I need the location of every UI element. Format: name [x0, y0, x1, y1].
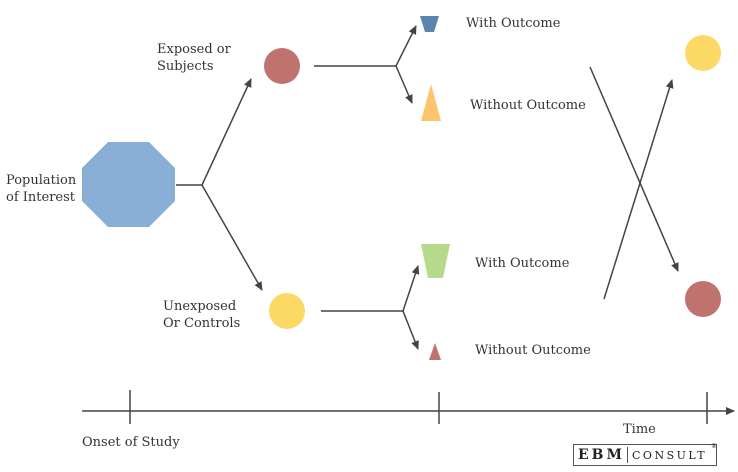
cross-arrow-up [603, 79, 674, 300]
exposed-with-outcome-shape [420, 16, 439, 32]
exposed-without-outcome-label: Without Outcome [470, 98, 586, 113]
logo-divider [627, 447, 629, 463]
ebm-consult-logo: EBM CONSULT ® [573, 443, 717, 466]
exposed-circle [264, 48, 300, 84]
arrow-unexposed-with-outcome [402, 265, 420, 312]
unexposed-label-line1: Unexposed [163, 299, 236, 314]
unexposed-without-outcome-label: Without Outcome [475, 343, 591, 358]
population-label-line2: of Interest [6, 190, 76, 205]
arrow-exposed-with-outcome [395, 25, 417, 67]
arrow-to-unexposed [201, 184, 263, 291]
population-label-line1: Population [6, 173, 77, 188]
time-label: Time [623, 422, 656, 437]
cross-arrow-down [589, 66, 679, 272]
logo-registered-mark: ® [711, 443, 717, 450]
exposed-with-outcome-label: With Outcome [466, 16, 561, 31]
unexposed-label-line2: Or Controls [163, 316, 240, 331]
unexposed-without-outcome-shape [429, 343, 441, 360]
unexposed-circle [269, 293, 305, 329]
onset-of-study-label: Onset of Study [82, 435, 180, 450]
outcome-yellow-circle [685, 35, 721, 71]
logo-main-text: EBM [578, 447, 626, 463]
logo-sub-text: CONSULT [632, 448, 708, 462]
arrow-to-exposed [201, 78, 252, 186]
population-octagon [82, 142, 175, 227]
unexposed-with-outcome-shape [421, 244, 450, 278]
exposed-without-outcome-shape [421, 84, 441, 121]
exposed-label-line2: Subjects [157, 59, 214, 74]
outcome-red-circle [685, 281, 721, 317]
arrow-exposed-without-outcome [395, 65, 413, 104]
arrow-unexposed-without-outcome [402, 310, 419, 350]
unexposed-with-outcome-label: With Outcome [475, 256, 570, 271]
exposed-label-line1: Exposed or [157, 42, 232, 57]
